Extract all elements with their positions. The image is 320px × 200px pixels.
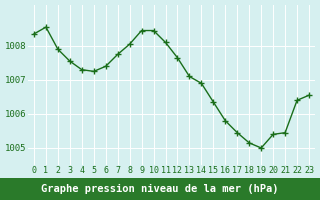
Text: Graphe pression niveau de la mer (hPa): Graphe pression niveau de la mer (hPa) [41,184,279,194]
